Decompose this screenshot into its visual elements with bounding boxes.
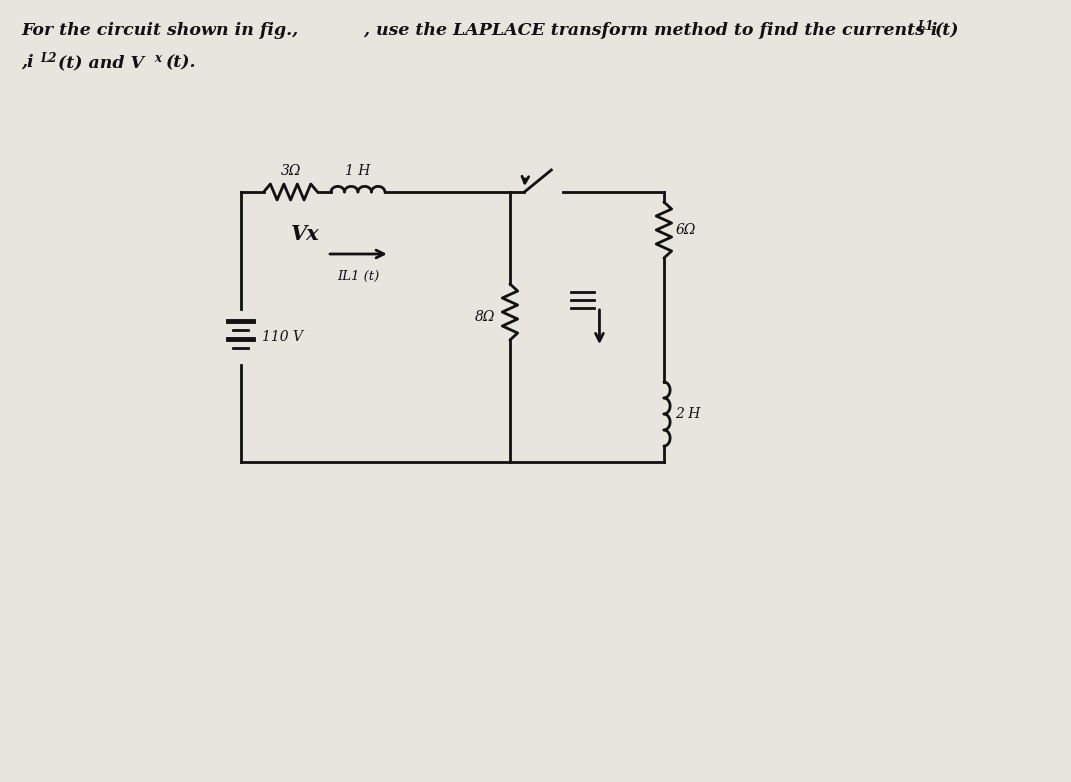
Text: 3Ω: 3Ω [281, 164, 301, 178]
Text: 110 V: 110 V [261, 330, 303, 344]
Text: IL1 (t): IL1 (t) [337, 270, 379, 283]
Text: ,i: ,i [21, 54, 34, 71]
Text: Vx: Vx [290, 224, 319, 244]
Text: 1 H: 1 H [345, 164, 371, 178]
Text: x: x [154, 52, 161, 65]
Text: (t): (t) [935, 22, 960, 39]
Text: 2 H: 2 H [676, 407, 700, 421]
Text: L2: L2 [41, 52, 57, 65]
Text: 8Ω: 8Ω [476, 310, 496, 324]
Text: L1: L1 [917, 20, 933, 33]
Text: (t).: (t). [166, 54, 196, 71]
Text: For the circuit shown in fig.,: For the circuit shown in fig., [21, 22, 299, 39]
Text: (t) and V: (t) and V [58, 54, 144, 71]
Text: , use the LAPLACE transform method to find the currents i: , use the LAPLACE transform method to fi… [346, 22, 938, 39]
Text: 6Ω: 6Ω [676, 223, 696, 237]
